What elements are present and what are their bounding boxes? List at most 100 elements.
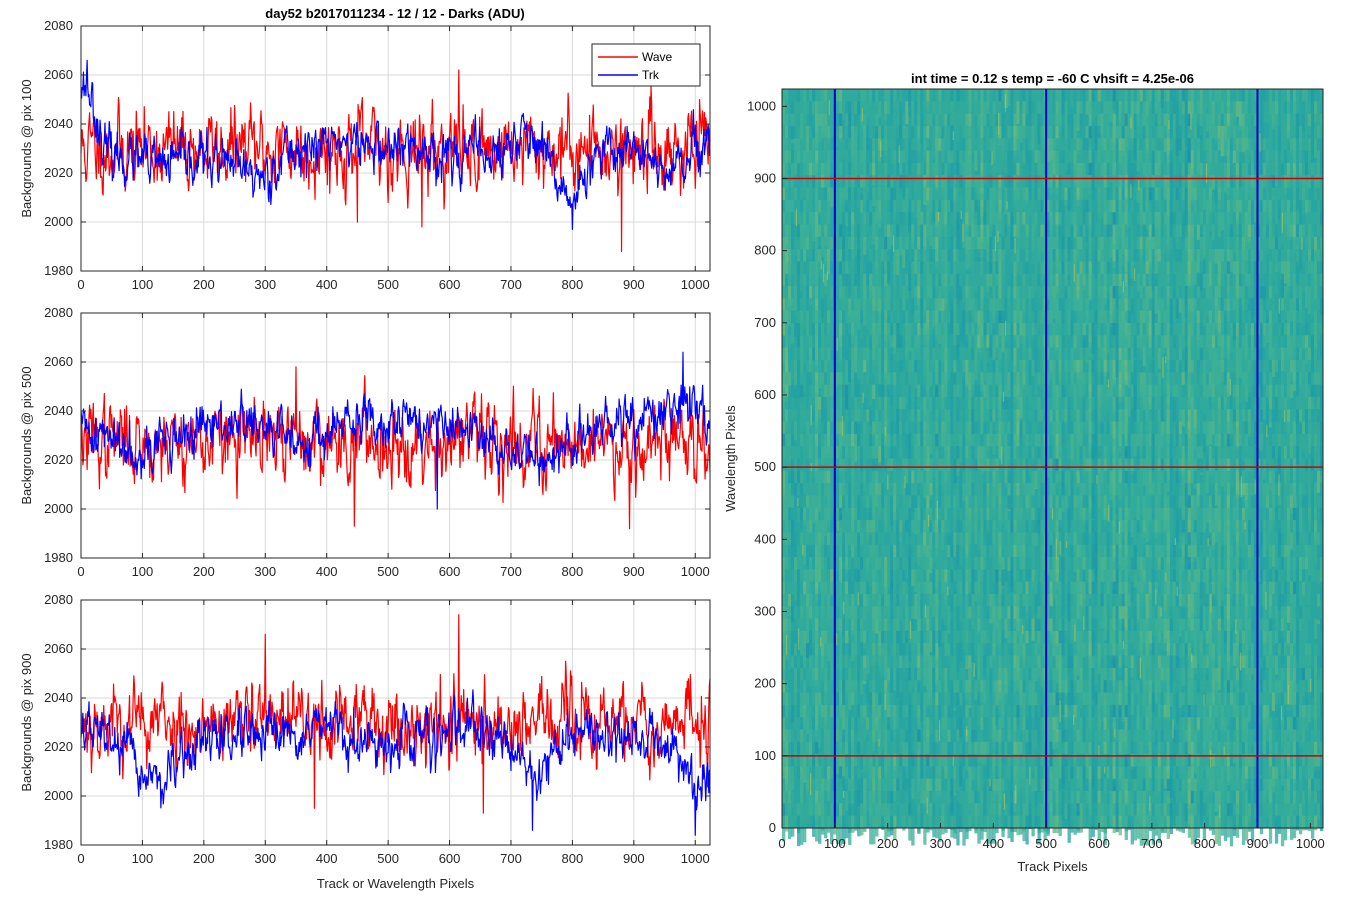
heatmap-cell	[815, 113, 819, 132]
heatmap-cell	[959, 532, 963, 548]
heatmap-cell	[1037, 162, 1041, 176]
heatmap-cell	[836, 532, 840, 546]
heatmap-cell	[1055, 507, 1059, 523]
heatmap-cell	[1040, 593, 1044, 618]
heatmap-cell	[992, 630, 996, 647]
heatmap-cell	[872, 212, 876, 225]
heatmap-cell	[983, 557, 987, 576]
heatmap-cell	[1052, 766, 1056, 782]
heatmap-cell	[1007, 249, 1011, 276]
heatmap-cell	[1034, 101, 1038, 119]
heatmap-cell	[923, 483, 927, 498]
heatmap-cell	[782, 433, 786, 450]
heatmap-cell	[944, 359, 948, 385]
heatmap-cell	[959, 236, 963, 253]
heatmap-cell	[896, 372, 900, 396]
heatmap-cell	[947, 803, 951, 830]
heatmap-cell	[851, 162, 855, 184]
heatmap-cell	[950, 593, 954, 613]
heatmap-cell	[920, 507, 924, 535]
heatmap-cell	[929, 754, 933, 768]
heatmap-cell	[1034, 89, 1038, 103]
heatmap-cell	[944, 421, 948, 437]
heatmap-cell	[1055, 212, 1059, 225]
heatmap-cell	[962, 433, 966, 453]
heatmap-cell	[959, 125, 963, 141]
heatmap-cell	[818, 199, 822, 215]
heatmap-cell	[944, 544, 948, 559]
heatmap-cell	[788, 175, 792, 199]
heatmap-cell	[905, 101, 909, 125]
heatmap-cell	[788, 643, 792, 670]
heatmap-cell	[785, 446, 789, 467]
heatmap-cell	[800, 704, 804, 725]
heatmap-cell	[992, 175, 996, 198]
heatmap-cell	[1025, 396, 1029, 422]
heatmap-cell	[908, 483, 912, 508]
heatmap-cell	[782, 446, 786, 467]
heatmap-cell	[794, 236, 798, 257]
heatmap-cell	[842, 199, 846, 222]
heatmap-cell	[839, 729, 843, 749]
heatmap-cell	[896, 199, 900, 223]
heatmap-cell	[1037, 212, 1041, 231]
heatmap-cell	[935, 717, 939, 732]
heatmap-cell	[950, 569, 954, 583]
heatmap-cell	[1013, 359, 1017, 385]
heatmap-cell	[818, 347, 822, 367]
heatmap-cell	[1013, 754, 1017, 773]
heatmap-cell	[962, 569, 966, 598]
heatmap-cell	[842, 815, 846, 844]
heatmap-cell	[962, 754, 966, 778]
heatmap-cell	[881, 249, 885, 267]
heatmap-cell	[911, 618, 915, 637]
heatmap-cell	[947, 347, 951, 365]
heatmap-cell	[797, 483, 801, 505]
heatmap-cell	[1046, 606, 1050, 631]
heatmap-cell	[824, 557, 828, 573]
y-tick-label: 2040	[44, 403, 73, 418]
heatmap-cell	[935, 347, 939, 364]
heatmap-cell	[785, 593, 789, 615]
heatmap-cell	[1031, 125, 1035, 148]
heatmap-cell	[797, 643, 801, 662]
heatmap-cell	[965, 150, 969, 175]
heatmap-cell	[956, 495, 960, 510]
heatmap-cell	[1034, 113, 1038, 133]
heatmap-cell	[875, 470, 879, 494]
heatmap-cell	[881, 507, 885, 528]
heatmap-cell	[923, 778, 927, 792]
heatmap-cell	[869, 778, 873, 796]
heatmap-cell	[1010, 754, 1014, 779]
heatmap-cell	[869, 101, 873, 116]
heatmap-cell	[845, 593, 849, 617]
heatmap-cell	[800, 261, 804, 285]
heatmap-cell	[809, 643, 813, 659]
heatmap-cell	[878, 101, 882, 118]
heatmap-cell	[998, 717, 1002, 740]
heatmap-cell	[869, 557, 873, 573]
heatmap-cell	[1025, 138, 1029, 158]
heatmap-cell	[905, 495, 909, 517]
heatmap-cell	[1031, 359, 1035, 377]
heatmap-cell	[944, 593, 948, 610]
heatmap-cell	[854, 113, 858, 133]
heatmap-cell	[962, 138, 966, 154]
heatmap-cell	[860, 261, 864, 292]
heatmap-cell	[1028, 778, 1032, 800]
heatmap-cell	[989, 138, 993, 159]
heatmap-cell	[995, 754, 999, 775]
heatmap-cell	[857, 347, 861, 372]
heatmap-cell	[1058, 298, 1062, 315]
heatmap-cell	[860, 433, 864, 458]
heatmap-cell	[899, 717, 903, 741]
heatmap-cell	[1034, 643, 1038, 666]
heatmap-cell	[932, 630, 936, 659]
heatmap-cell	[896, 643, 900, 674]
heatmap-cell	[1043, 125, 1047, 149]
heatmap-cell	[1043, 680, 1047, 697]
heatmap-cell	[1055, 667, 1059, 684]
heatmap-cell	[857, 606, 861, 631]
heatmap-cell	[884, 335, 888, 360]
heatmap-cell	[1016, 298, 1020, 318]
